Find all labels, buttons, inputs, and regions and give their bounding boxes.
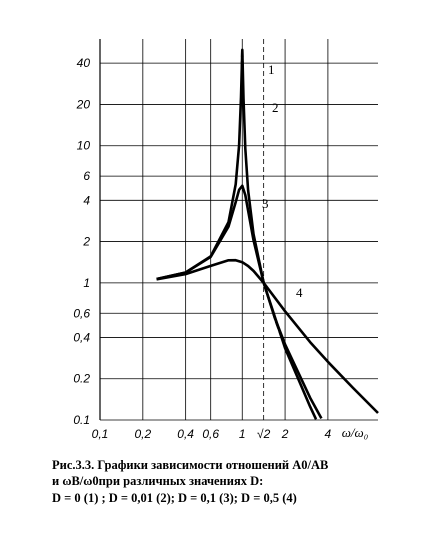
curve (156, 48, 318, 420)
y-tick-label: 2 (82, 235, 90, 249)
y-tick-label: 0.2 (73, 372, 90, 386)
caption-line: Рис.3.3. Графики зависимости отношений A… (52, 458, 328, 472)
caption-line: D = 0 (1) ; D = 0,01 (2); D = 0,1 (3); D… (52, 491, 297, 505)
y-tick-label: 1 (83, 276, 90, 290)
curve-label: 4 (296, 285, 303, 300)
curve (156, 258, 379, 414)
curve (156, 184, 323, 420)
curve-label: 3 (262, 196, 269, 211)
curve-label: 1 (268, 62, 275, 77)
x-tick-label: 4 (325, 427, 332, 441)
y-tick-label: 20 (76, 97, 91, 111)
x-tick-label: 0,4 (177, 427, 194, 441)
x-tick-label: 0,2 (134, 427, 151, 441)
y-tick-label: 0,4 (73, 330, 90, 344)
y-tick-label: 4 (83, 193, 90, 207)
caption-line: и ωB/ω0при различных значениях D: (52, 474, 263, 488)
x-tick-label: 0,1 (92, 427, 109, 441)
x-axis-label: ω/ω₀ (342, 425, 369, 440)
y-tick-label: 40 (77, 56, 91, 70)
y-tick-label: 0,6 (73, 306, 90, 320)
x-tick-label: √2 (257, 427, 271, 441)
curve (156, 49, 243, 280)
x-tick-label: 0,6 (202, 427, 219, 441)
y-tick-label: 6 (83, 169, 90, 183)
x-tick-label: 1 (239, 427, 246, 441)
x-tick-label: 2 (281, 427, 289, 441)
curve-label: 2 (272, 100, 279, 115)
y-tick-label: 10 (77, 139, 91, 153)
y-tick-label: 0.1 (73, 413, 90, 427)
